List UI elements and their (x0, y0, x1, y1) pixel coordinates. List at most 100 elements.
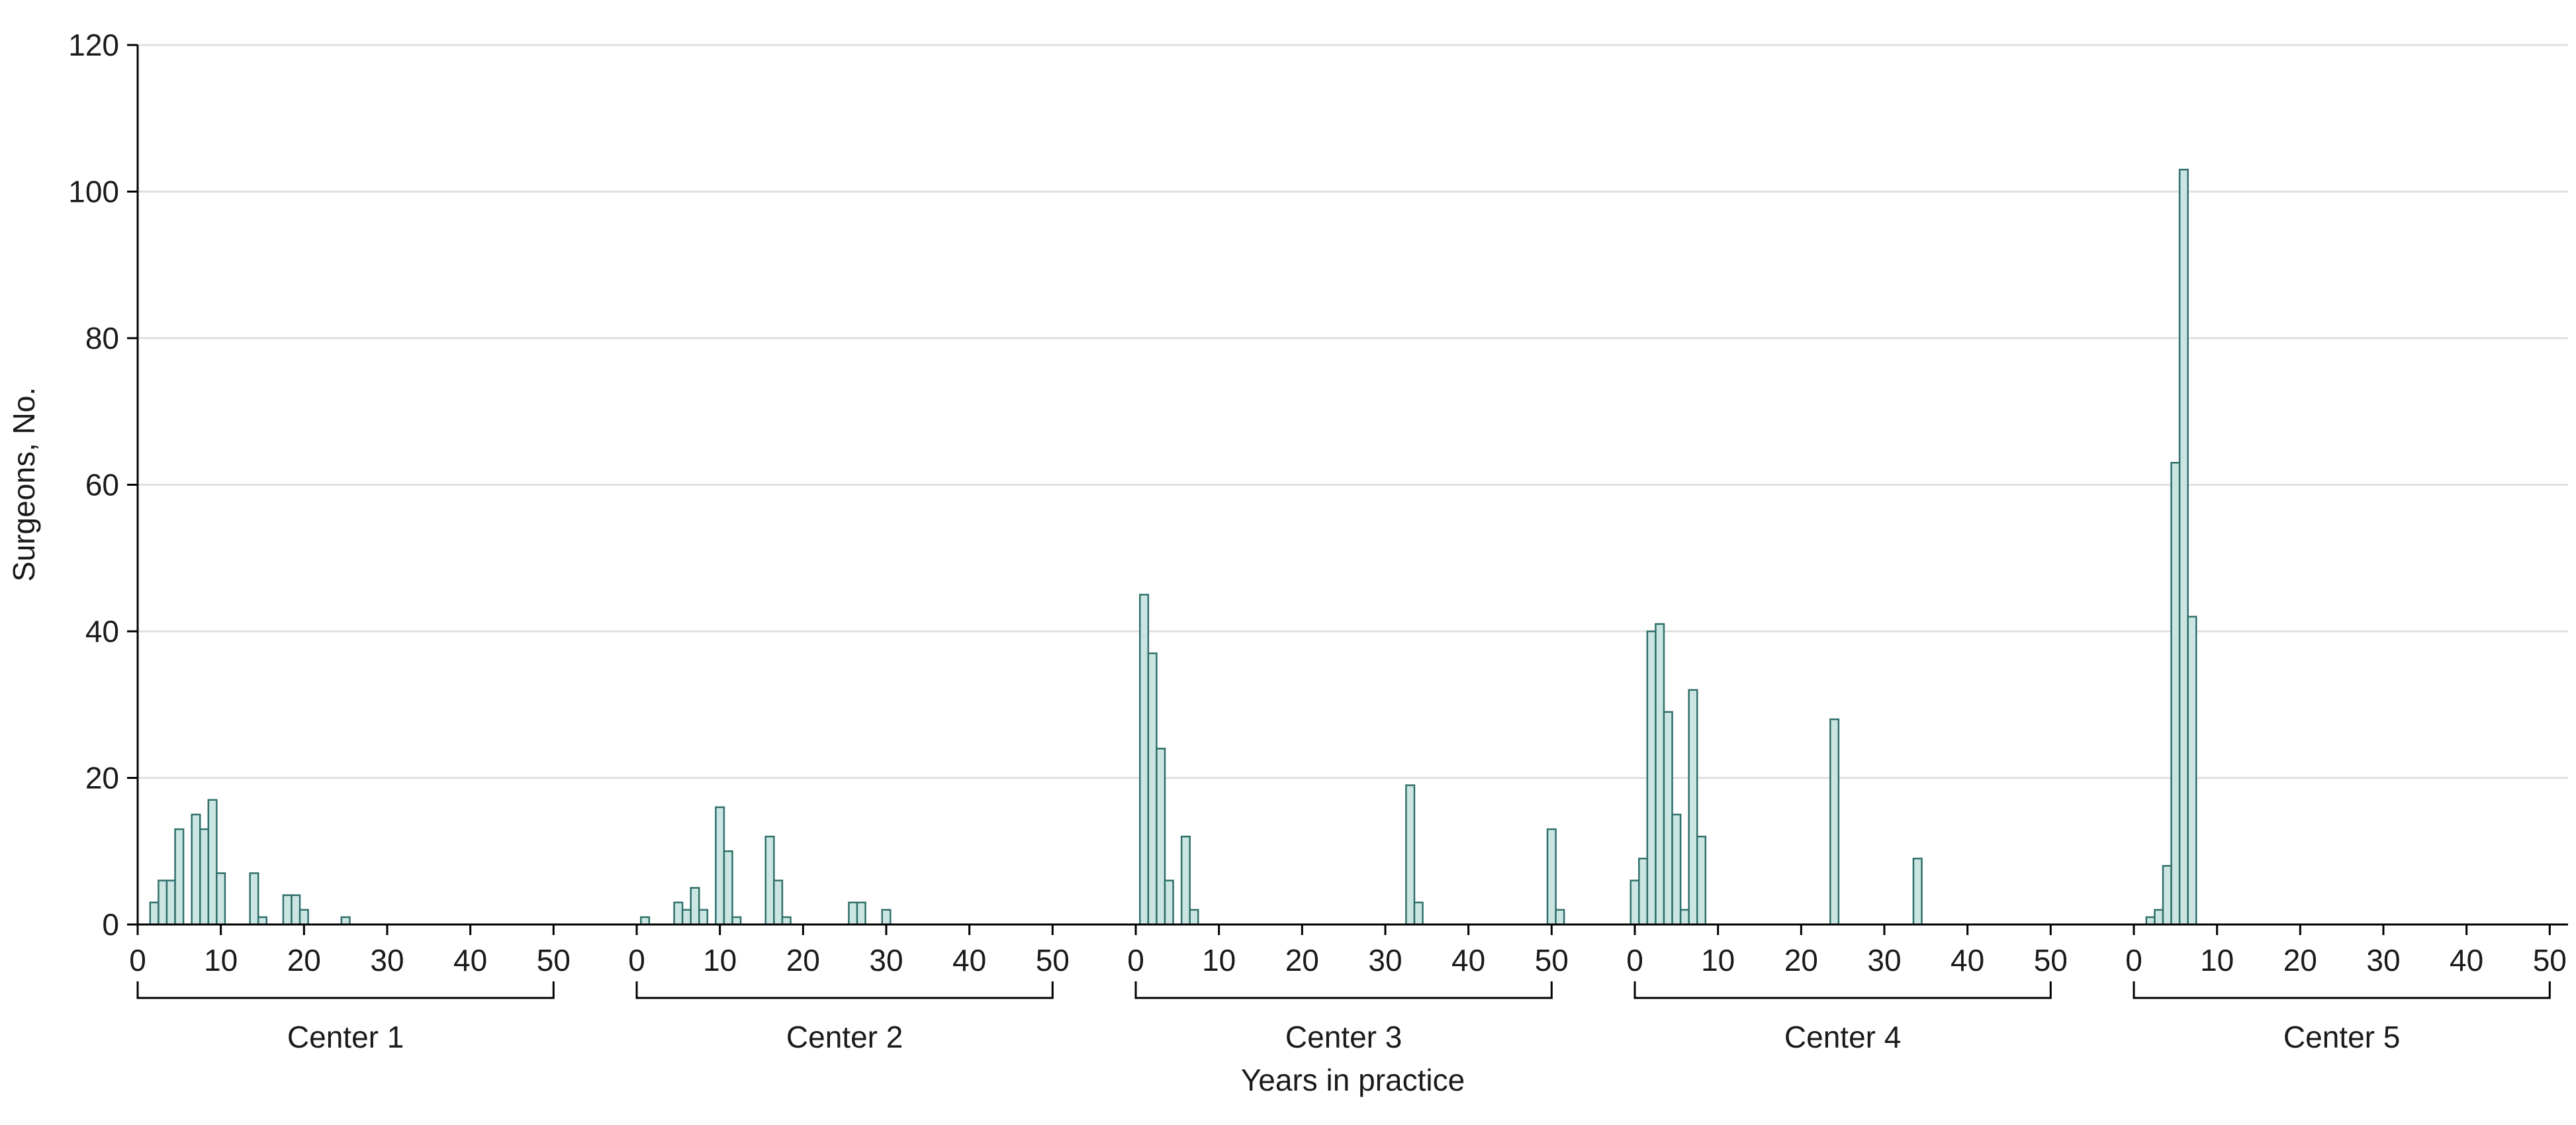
bar-center4-year1 (1638, 858, 1649, 926)
bar-center1-year5 (174, 828, 185, 926)
bar-center2-year10 (715, 806, 725, 926)
bar-center1-year15 (257, 916, 268, 926)
y-tick-label-60: 60 (85, 468, 119, 502)
bar-center4-year5 (1671, 813, 1682, 926)
bar-center2-year30 (881, 909, 892, 926)
bar-center2-year8 (698, 909, 709, 926)
bar-center2-year26 (848, 901, 858, 926)
x-tick-label-p1-0: 0 (129, 943, 146, 977)
bar-center2-year17 (773, 879, 784, 926)
bar-center1-year7 (191, 813, 201, 926)
x-tick-label-p1-30: 30 (370, 943, 404, 977)
bar-center5-year6 (2178, 169, 2189, 926)
bar-center3-year1 (1139, 594, 1150, 926)
bar-center1-year9 (207, 799, 218, 926)
bar-center3-year33 (1405, 784, 1416, 926)
y-tick-label-20: 20 (85, 761, 119, 795)
x-tick-label-p2-50: 50 (1036, 943, 1070, 977)
bar-center4-year4 (1663, 711, 1673, 926)
bar-center2-year5 (673, 901, 684, 926)
bar-center1-year14 (249, 872, 259, 926)
y-tick-label-40: 40 (85, 614, 119, 649)
x-tick-label-p4-50: 50 (2034, 943, 2068, 977)
y-tick-label-120: 120 (68, 28, 119, 62)
x-tick-label-p4-30: 30 (1867, 943, 1901, 977)
bar-center2-year7 (690, 887, 700, 926)
bar-center1-year20 (299, 909, 309, 926)
x-tick-label-p3-10: 10 (1202, 943, 1236, 977)
y-axis-title: Surgeons, No. (7, 387, 41, 582)
bar-center3-year51 (1555, 909, 1565, 926)
bar-center4-year34 (1912, 858, 1923, 926)
bar-center3-year7 (1189, 909, 1199, 926)
x-tick-label-p3-50: 50 (1535, 943, 1569, 977)
bar-center5-year5 (2170, 462, 2181, 926)
x-tick-label-p5-20: 20 (2283, 943, 2317, 977)
x-tick-label-p4-0: 0 (1626, 943, 1643, 977)
bar-center4-year2 (1646, 630, 1657, 926)
panel-bracket-1 (136, 981, 555, 999)
bar-center4-year3 (1655, 623, 1665, 926)
x-tick-label-p1-10: 10 (204, 943, 238, 977)
bar-center1-year3 (158, 879, 168, 926)
bar-center5-year2 (2145, 916, 2156, 926)
panel-label-1: Center 1 (287, 1020, 404, 1054)
x-tick-label-p1-40: 40 (453, 943, 487, 977)
bar-center2-year6 (681, 909, 692, 926)
x-tick-label-p5-40: 40 (2450, 943, 2483, 977)
x-tick-label-p2-30: 30 (869, 943, 903, 977)
bar-center4-year0 (1630, 879, 1640, 926)
x-tick-label-p5-0: 0 (2125, 943, 2142, 977)
panel-bracket-5 (2133, 981, 2551, 999)
x-tick-label-p3-0: 0 (1127, 943, 1144, 977)
bar-center3-year2 (1147, 652, 1158, 926)
bar-center1-year4 (165, 879, 176, 926)
x-tick-label-p3-30: 30 (1368, 943, 1402, 977)
x-tick-label-p2-10: 10 (703, 943, 737, 977)
x-tick-label-p3-40: 40 (1451, 943, 1485, 977)
bar-center1-year18 (282, 894, 293, 926)
bar-center4-year7 (1688, 689, 1698, 926)
y-tick-label-100: 100 (68, 175, 119, 209)
bar-center2-year1 (640, 916, 651, 926)
x-tick-label-p4-10: 10 (1701, 943, 1735, 977)
bar-center3-year4 (1164, 879, 1174, 926)
bar-center1-year25 (340, 916, 351, 926)
y-tick-label-80: 80 (85, 321, 119, 355)
bar-center1-year19 (291, 894, 301, 926)
x-tick-label-p5-10: 10 (2200, 943, 2234, 977)
bar-center3-year34 (1413, 901, 1424, 926)
x-tick-label-p1-20: 20 (287, 943, 321, 977)
panel-bracket-2 (635, 981, 1054, 999)
x-axis-title: Years in practice (1241, 1063, 1465, 1097)
bar-center2-year11 (723, 850, 733, 926)
x-tick-label-p2-20: 20 (786, 943, 820, 977)
bar-center1-year8 (199, 828, 210, 926)
panel-label-2: Center 2 (786, 1020, 903, 1054)
x-tick-label-p2-40: 40 (952, 943, 986, 977)
x-tick-label-p4-20: 20 (1784, 943, 1818, 977)
x-tick-label-p3-20: 20 (1285, 943, 1319, 977)
panel-label-3: Center 3 (1285, 1020, 1402, 1054)
panel-bracket-4 (1633, 981, 2052, 999)
panel-label-5: Center 5 (2283, 1020, 2400, 1054)
x-tick-label-p2-0: 0 (628, 943, 645, 977)
panel-label-4: Center 4 (1784, 1020, 1901, 1054)
bar-center3-year6 (1180, 835, 1191, 926)
x-tick-label-p5-50: 50 (2533, 943, 2567, 977)
x-tick-label-p4-40: 40 (1951, 943, 1984, 977)
bar-center1-year2 (149, 901, 160, 926)
bar-center4-year6 (1679, 909, 1690, 926)
bar-center2-year16 (764, 835, 775, 926)
bar-center5-year7 (2187, 615, 2197, 926)
bar-center1-year10 (216, 872, 226, 926)
bar-center5-year3 (2154, 909, 2164, 926)
bar-center2-year12 (731, 916, 742, 926)
x-tick-label-p5-30: 30 (2366, 943, 2400, 977)
bar-center2-year27 (856, 901, 866, 926)
bar-center2-year18 (781, 916, 792, 926)
bar-center4-year8 (1696, 835, 1707, 926)
bar-center4-year24 (1829, 718, 1840, 926)
